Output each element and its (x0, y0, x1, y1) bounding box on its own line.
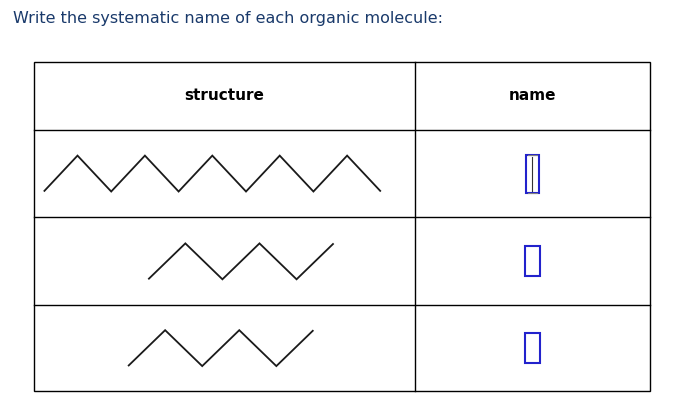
Text: Write the systematic name of each organic molecule:: Write the systematic name of each organi… (13, 11, 443, 26)
Bar (525, 246, 540, 276)
Bar (525, 333, 540, 363)
Text: structure: structure (184, 88, 264, 103)
Bar (526, 155, 539, 193)
Bar (34, 62, 650, 391)
Text: name: name (509, 88, 556, 103)
